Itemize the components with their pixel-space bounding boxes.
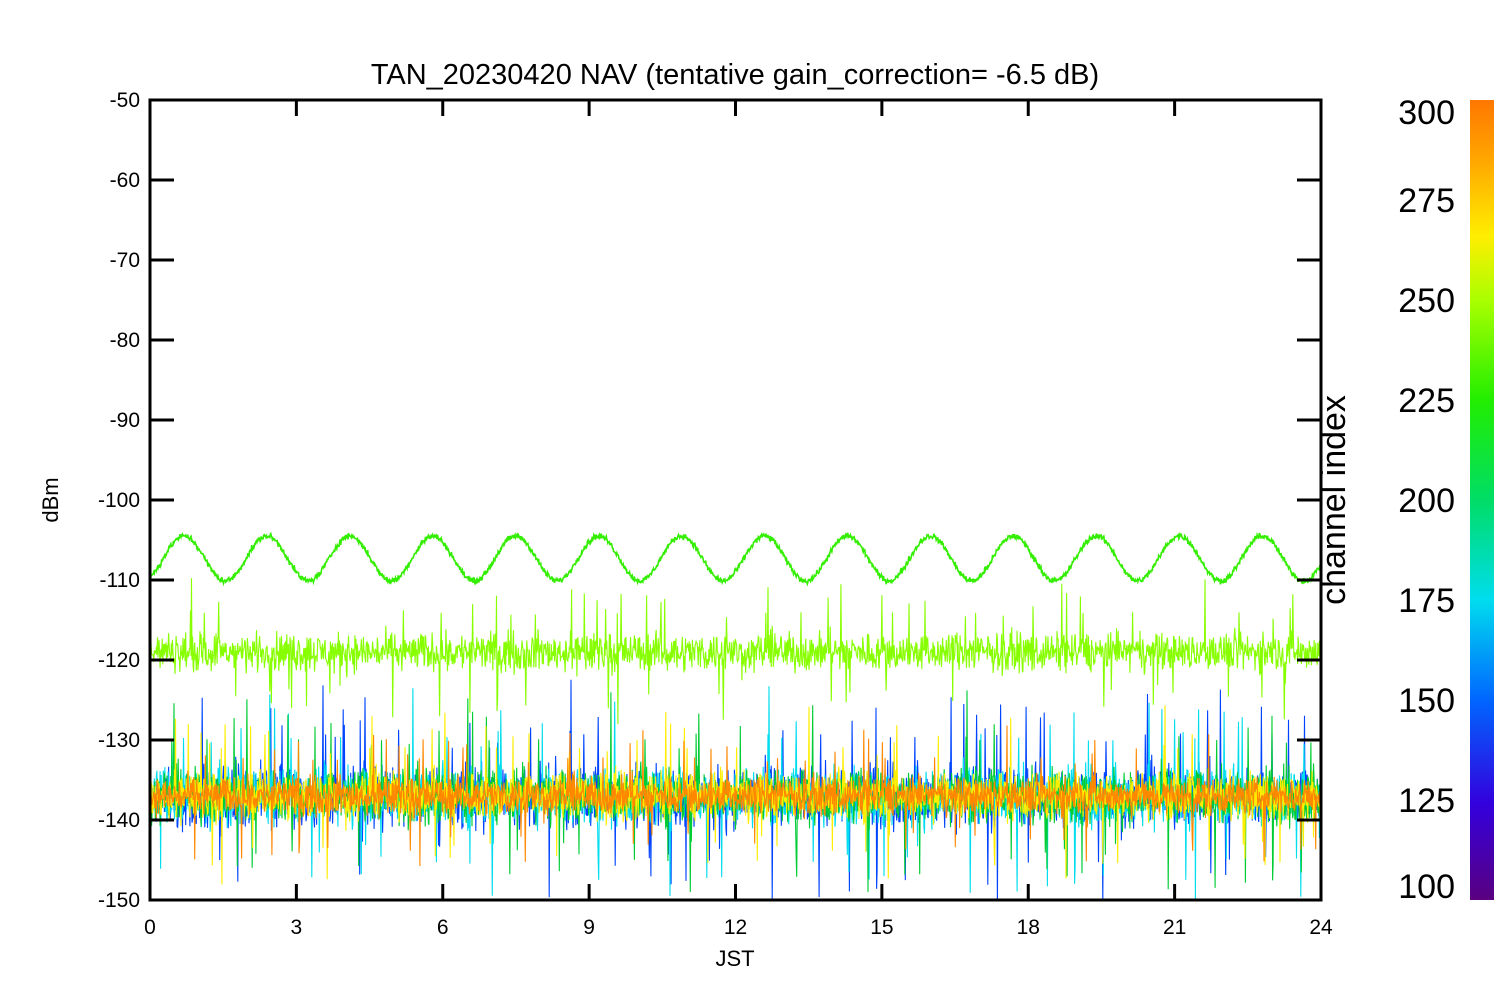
y-tick-label-10: -150 [98,889,140,912]
y-tick-label-9: -140 [98,809,140,832]
x-tick-label-3: 9 [583,916,595,939]
y-axis-label: dBm [38,477,63,522]
colorbar-tick-label-1: 275 [1398,182,1455,220]
colorbar-tick-label-3: 225 [1398,382,1455,420]
chart-title: TAN_20230420 NAV (tentative gain_correct… [371,59,1099,91]
colorbar-ticks: 300 275 250 225 200 175 150 125 100 [1398,94,1455,906]
colorbar-tick-label-5: 175 [1398,582,1455,620]
x-tick-label-1: 3 [291,916,303,939]
series-line-ch245 [150,531,1321,587]
y-tick-label-0: -50 [110,89,140,112]
y-tick-label-2: -70 [110,249,140,272]
y-tick-label-8: -130 [98,729,140,752]
y-tick-label-5: -100 [98,489,140,512]
colorbar-tick-label-8: 100 [1398,868,1455,906]
colorbar-title: channel index [1315,395,1353,605]
series-line-ch295 [150,725,1321,867]
colorbar-tick-label-4: 200 [1398,482,1455,520]
colorbar [1470,100,1494,900]
data-layer [150,531,1321,900]
colorbar-tick-label-6: 150 [1398,682,1455,720]
x-tick-label-5: 15 [870,916,893,939]
x-tick-label-2: 6 [437,916,449,939]
x-tick-label-8: 24 [1309,916,1333,939]
colorbar-tick-label-0: 300 [1398,94,1455,132]
x-tick-label-6: 18 [1017,916,1040,939]
x-tick-label-7: 21 [1163,916,1186,939]
x-tick-label-0: 0 [144,916,156,939]
colorbar-tick-label-7: 125 [1398,782,1455,820]
y-tick-label-1: -60 [110,169,140,192]
y-tick-label-6: -110 [100,569,140,592]
y-axis: -50 -60 -70 -80 -90 -100 -110 -120 -130 -140 -150 [98,89,1321,912]
series-line-ch255 [150,578,1321,725]
x-axis: 0 3 6 9 12 15 18 21 24 [144,100,1333,939]
x-tick-label-4: 12 [724,916,747,939]
y-tick-label-4: -90 [110,409,140,432]
colorbar-tick-label-2: 250 [1398,282,1455,320]
x-axis-label: JST [715,946,754,971]
y-tick-label-3: -80 [110,329,140,352]
y-tick-label-7: -120 [98,649,140,672]
